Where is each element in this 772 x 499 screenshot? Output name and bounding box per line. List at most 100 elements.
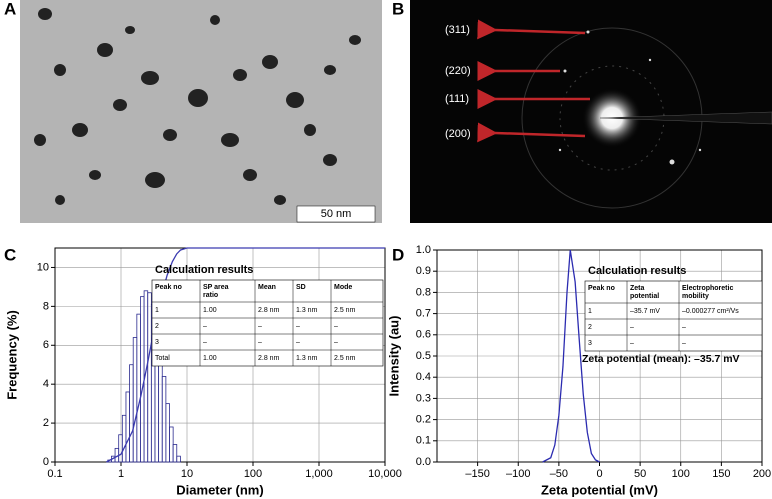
table-cell: –35.7 mV <box>630 308 660 315</box>
ring-label: (200) <box>445 128 471 140</box>
y-tick-label: 0.6 <box>416 329 431 341</box>
table-cell: –0.000277 cm²/Vs <box>682 308 739 315</box>
table-cell: – <box>682 340 686 347</box>
table-header: Electrophoretic mobility <box>682 285 733 300</box>
table-cell: 3 <box>155 339 159 346</box>
inset-table <box>151 279 384 367</box>
table-cell: 1 <box>155 307 159 314</box>
panel-label: D <box>392 245 404 264</box>
y-tick-label: 0.3 <box>416 392 431 404</box>
y-tick-label: 0.9 <box>416 265 431 277</box>
histogram-bar <box>136 313 141 463</box>
histogram-bar <box>161 375 167 463</box>
x-axis-title: Zeta potential (mV) <box>541 482 658 497</box>
y-tick-label: 4 <box>43 378 49 390</box>
x-tick-label: 10 <box>181 468 193 480</box>
x-tick-label: 100 <box>244 468 262 480</box>
x-tick-label: –100 <box>506 468 530 480</box>
table-cell: 3 <box>588 340 592 347</box>
x-tick-label: 100 <box>672 468 690 480</box>
table-cell: 2 <box>155 323 159 330</box>
table-header: Mean <box>258 284 276 291</box>
histogram-bar <box>140 296 145 463</box>
y-tick-label: 6 <box>43 339 49 351</box>
y-tick-label: 0.4 <box>416 371 431 383</box>
data-line <box>542 249 600 463</box>
table-header: Zeta potential <box>630 285 659 300</box>
x-tick-label: 10,000 <box>368 468 402 480</box>
panel-label: B <box>392 0 404 18</box>
table-cell: 1.00 <box>203 307 217 314</box>
y-axis-title: Frequency (%) <box>4 310 19 400</box>
ring-label: (111) <box>445 93 469 105</box>
saed-image: (311) (220) (111) (200) <box>410 0 772 223</box>
table-header: SD <box>296 284 306 291</box>
y-tick-label: 0.8 <box>416 286 431 298</box>
table-header: Peak no <box>155 284 182 291</box>
scale-bar-label: 50 nm <box>321 208 352 220</box>
ring-label: (220) <box>445 65 471 77</box>
histogram-bar <box>176 455 181 463</box>
y-tick-label: 1.0 <box>416 244 431 256</box>
table-cell: 2.5 nm <box>334 307 356 314</box>
histogram-bar <box>118 434 123 463</box>
table-cell: 1.3 nm <box>296 355 318 362</box>
table-header: SP area ratio <box>203 284 229 299</box>
x-tick-label: 50 <box>634 468 646 480</box>
table-cell: 2.8 nm <box>258 307 280 314</box>
table-cell: – <box>630 340 634 347</box>
table-cell: – <box>258 339 262 346</box>
inset-table <box>584 280 763 352</box>
table-cell: – <box>203 323 207 330</box>
histogram-bar <box>147 292 152 463</box>
panel-label: A <box>4 0 16 18</box>
x-tick-label: 1 <box>118 468 124 480</box>
histogram-bar <box>165 403 170 463</box>
table-cell: 2.8 nm <box>258 355 280 362</box>
x-tick-label: 0.1 <box>47 468 62 480</box>
y-tick-label: 0 <box>43 456 49 468</box>
table-cell: 1.00 <box>203 355 217 362</box>
histogram-bar <box>169 426 174 463</box>
x-tick-label: –50 <box>550 468 568 480</box>
table-header: Peak no <box>588 285 615 292</box>
table-cell: – <box>203 339 207 346</box>
table-cell: 1.3 nm <box>296 307 318 314</box>
tem-image: 50 nm <box>20 0 382 223</box>
table-cell: Total <box>155 355 170 362</box>
y-tick-label: 8 <box>43 300 49 312</box>
y-axis-title: Intensity (au) <box>386 316 401 397</box>
y-tick-label: 0.0 <box>416 456 431 468</box>
table-cell: 2.5 nm <box>334 355 356 362</box>
table-cell: – <box>296 339 300 346</box>
histogram-bar <box>125 391 130 463</box>
inset-title: Calculation results <box>155 264 253 276</box>
table-cell: – <box>630 324 634 331</box>
panel-label: C <box>4 245 16 264</box>
x-tick-label: 150 <box>712 468 730 480</box>
y-tick-label: 0.1 <box>416 435 431 447</box>
table-cell: – <box>296 323 300 330</box>
histogram-bar <box>121 414 127 463</box>
annotation: Zeta potential (mean): –35.7 mV <box>582 353 740 365</box>
x-tick-label: 1,000 <box>305 468 333 480</box>
table-cell: 2 <box>588 324 592 331</box>
table-header: Mode <box>334 284 352 291</box>
y-tick-label: 0.5 <box>416 350 431 362</box>
ring-label: (311) <box>445 24 470 36</box>
x-tick-label: 200 <box>753 468 771 480</box>
y-tick-label: 0.7 <box>416 308 431 320</box>
histogram-bar <box>132 337 138 463</box>
x-tick-label: 0 <box>596 468 602 480</box>
table-cell: – <box>258 323 262 330</box>
table-cell: – <box>334 323 338 330</box>
x-axis-title: Diameter (nm) <box>176 482 263 497</box>
x-tick-label: –150 <box>465 468 489 480</box>
histogram-bar <box>129 364 134 463</box>
histogram-bar <box>172 444 178 463</box>
y-tick-label: 2 <box>43 417 49 429</box>
table-cell: – <box>682 324 686 331</box>
table-cell: 1 <box>588 308 592 315</box>
y-tick-label: 0.2 <box>416 414 431 426</box>
